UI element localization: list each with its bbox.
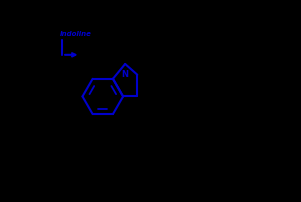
Text: N: N (122, 70, 129, 79)
Text: Indoline: Indoline (60, 30, 92, 36)
